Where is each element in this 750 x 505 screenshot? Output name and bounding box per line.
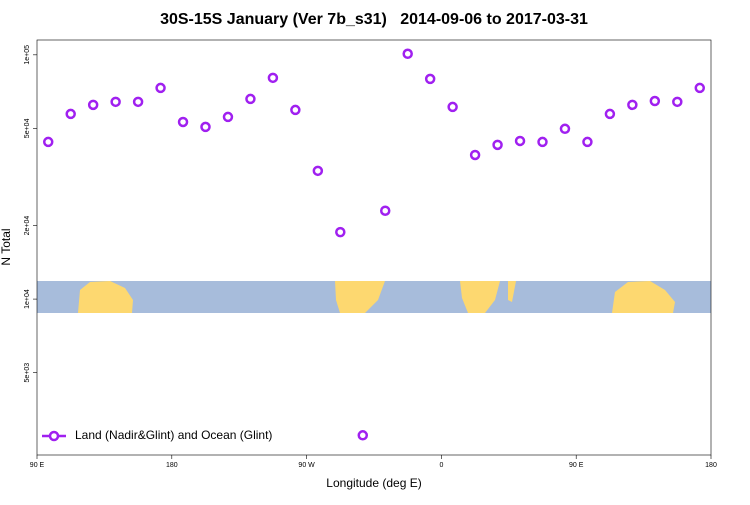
- point: [402, 48, 413, 60]
- point: [559, 123, 571, 135]
- land: [460, 281, 500, 313]
- point: [245, 93, 256, 105]
- y-tick-label: 5e+04: [24, 118, 31, 138]
- point: [65, 108, 76, 120]
- point: [110, 96, 121, 108]
- point: [514, 135, 526, 147]
- x-tick-label: 90 W: [298, 462, 315, 469]
- y-tick-label: 2e+04: [24, 216, 31, 236]
- point: [312, 165, 324, 177]
- point: [694, 82, 706, 94]
- point: [447, 101, 458, 113]
- point: [604, 108, 616, 120]
- point: [492, 139, 503, 151]
- point: [155, 82, 166, 94]
- point: [290, 104, 301, 116]
- point: [672, 96, 683, 108]
- x-tick-label: 90 E: [569, 462, 584, 469]
- point: [177, 116, 189, 128]
- point: [379, 205, 391, 216]
- land: [78, 281, 133, 313]
- y-tick-label: 1e+05: [24, 45, 31, 65]
- x-tick-label: 180: [166, 462, 178, 469]
- point: [267, 72, 279, 84]
- point: [582, 136, 593, 148]
- y-tick-label: 5e+03: [24, 363, 31, 383]
- land: [335, 281, 385, 313]
- point: [627, 99, 638, 111]
- land: [612, 281, 675, 313]
- point: [132, 96, 144, 108]
- point: [357, 430, 369, 441]
- chart-title: 30S-15S January (Ver 7b_s31) 2014-09-06 …: [160, 11, 588, 28]
- plot-frame: [36, 39, 712, 456]
- point: [469, 149, 481, 161]
- point: [222, 111, 234, 123]
- x-tick-label: 0: [439, 462, 443, 469]
- legend-label: Land (Nadir&Glint) and Ocean (Glint): [75, 428, 272, 442]
- point: [200, 121, 211, 133]
- x-axis-label: Longitude (deg E): [326, 476, 421, 490]
- x-tick-label: 90 E: [30, 462, 45, 469]
- point: [649, 95, 661, 107]
- point: [42, 136, 54, 148]
- x-tick-label: 180: [705, 462, 717, 469]
- y-axis-label: N Total: [0, 228, 13, 265]
- land: [508, 281, 516, 302]
- point: [335, 226, 346, 238]
- point: [87, 99, 99, 111]
- point: [537, 136, 548, 148]
- legend-marker: [48, 430, 60, 442]
- point: [424, 73, 436, 85]
- y-tick-label: 1e+04: [24, 289, 31, 309]
- map-band: [37, 281, 711, 313]
